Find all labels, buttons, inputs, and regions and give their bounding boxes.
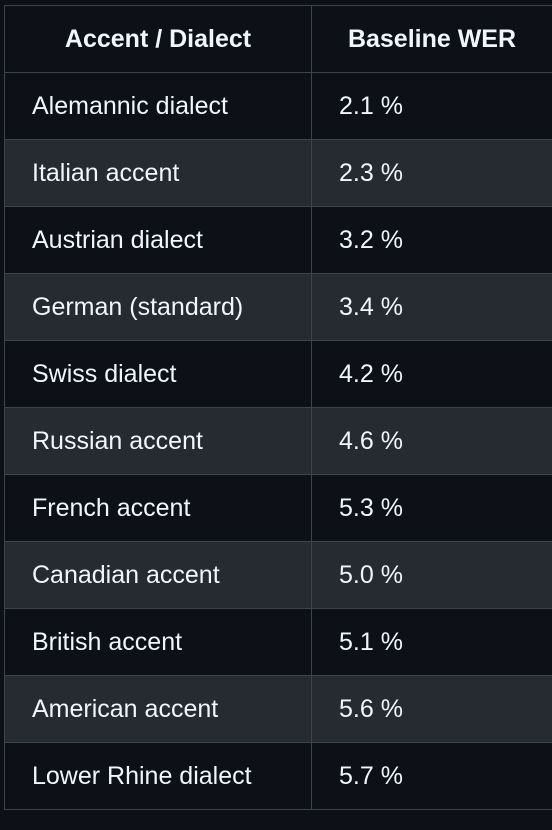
wer-cell: 4.6 % <box>311 407 552 475</box>
table-row: French accent 5.3 % <box>4 474 552 542</box>
table-row: Italian accent 2.3 % <box>4 139 552 207</box>
table-row: Russian accent 4.6 % <box>4 407 552 475</box>
wer-cell: 5.6 % <box>311 675 552 743</box>
table-row: Canadian accent 5.0 % <box>4 541 552 609</box>
accent-cell: Italian accent <box>4 139 312 207</box>
accent-cell: Lower Rhine dialect <box>4 742 312 810</box>
table-row: German (standard) 3.4 % <box>4 273 552 341</box>
wer-table: Accent / Dialect Baseline WER Alemannic … <box>4 5 552 810</box>
column-header-wer: Baseline WER <box>311 5 552 73</box>
wer-cell: 5.0 % <box>311 541 552 609</box>
wer-cell: 2.1 % <box>311 72 552 140</box>
accent-cell: British accent <box>4 608 312 676</box>
header-row: Accent / Dialect Baseline WER <box>4 5 552 73</box>
accent-cell: Alemannic dialect <box>4 72 312 140</box>
wer-cell: 3.4 % <box>311 273 552 341</box>
accent-cell: Swiss dialect <box>4 340 312 408</box>
accent-cell: Canadian accent <box>4 541 312 609</box>
accent-cell: American accent <box>4 675 312 743</box>
table-row: Swiss dialect 4.2 % <box>4 340 552 408</box>
wer-cell: 3.2 % <box>311 206 552 274</box>
accent-cell: German (standard) <box>4 273 312 341</box>
table-body: Alemannic dialect 2.1 % Italian accent 2.3 … <box>4 72 552 810</box>
column-header-accent: Accent / Dialect <box>4 5 312 73</box>
accent-cell: Austrian dialect <box>4 206 312 274</box>
table-row: British accent 5.1 % <box>4 608 552 676</box>
wer-cell: 5.1 % <box>311 608 552 676</box>
table-row: Austrian dialect 3.2 % <box>4 206 552 274</box>
table-row: Alemannic dialect 2.1 % <box>4 72 552 140</box>
wer-cell: 5.3 % <box>311 474 552 542</box>
table-row: American accent 5.6 % <box>4 675 552 743</box>
table-header: Accent / Dialect Baseline WER <box>4 5 552 73</box>
accent-cell: Russian accent <box>4 407 312 475</box>
accent-cell: French accent <box>4 474 312 542</box>
wer-cell: 2.3 % <box>311 139 552 207</box>
wer-cell: 5.7 % <box>311 742 552 810</box>
table-row: Lower Rhine dialect 5.7 % <box>4 742 552 810</box>
wer-cell: 4.2 % <box>311 340 552 408</box>
